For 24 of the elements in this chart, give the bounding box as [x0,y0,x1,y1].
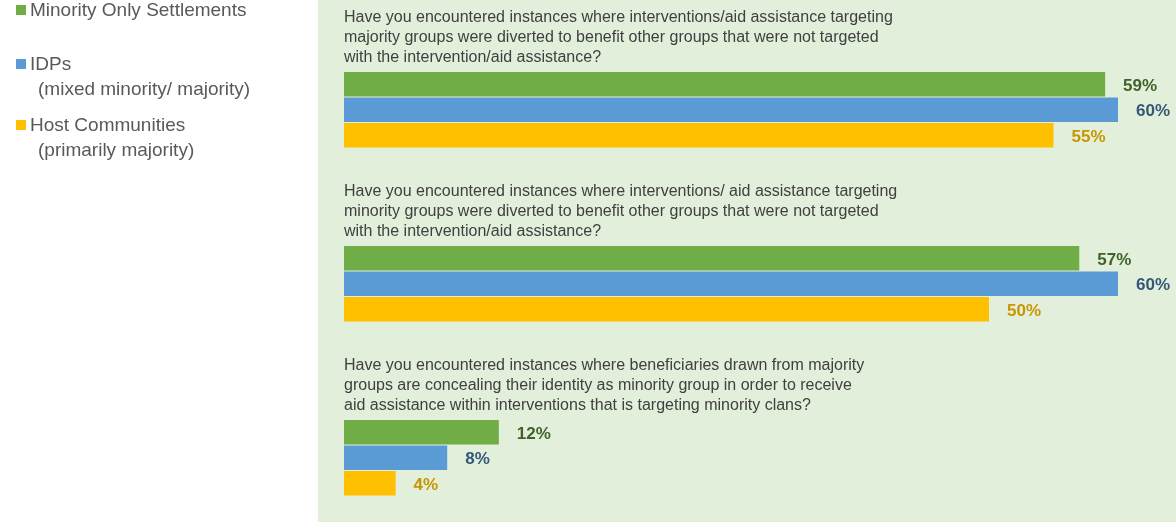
y-tick-label: Have you encountered instances where interventions/aid assistance targeting majority groups were diverted to benefit other groups that were not targeted with the intervention/aid assistance? [343,8,893,65]
bar [344,97,1118,122]
bar [344,445,448,470]
data-label: 60% [1136,101,1171,121]
bar [344,471,396,496]
data-label: 60% [1136,275,1171,295]
bar [344,271,1118,296]
y-tick-label: Have you encountered instances where beneficiaries drawn from majority groups are concealing their identity as minority group in order to receive aid assistance within interventions that is targeting minority clans? [344,356,865,413]
bar [344,246,1080,271]
data-label: 8% [465,449,490,469]
data-label: 12% [516,423,551,443]
bar [344,297,989,322]
data-label: 59% [1123,75,1158,95]
data-label: 50% [1007,300,1042,320]
data-label: 57% [1097,249,1132,269]
bar [344,123,1054,148]
data-label: 55% [1071,126,1106,146]
legend-label: Host Communities (primarily majority) [30,114,195,160]
legend-label: IDPs (mixed minority/ majority) [30,53,251,99]
bar [344,72,1106,97]
y-tick-label: Have you encountered instances where interventions/ aid assistance targeting minority groups were diverted to benefit other groups that were not targeted with the intervention/aid assistance? [343,182,898,239]
data-label: 4% [413,474,439,494]
legend-label: Minority Only Settlements [30,0,247,20]
bar [344,420,499,445]
